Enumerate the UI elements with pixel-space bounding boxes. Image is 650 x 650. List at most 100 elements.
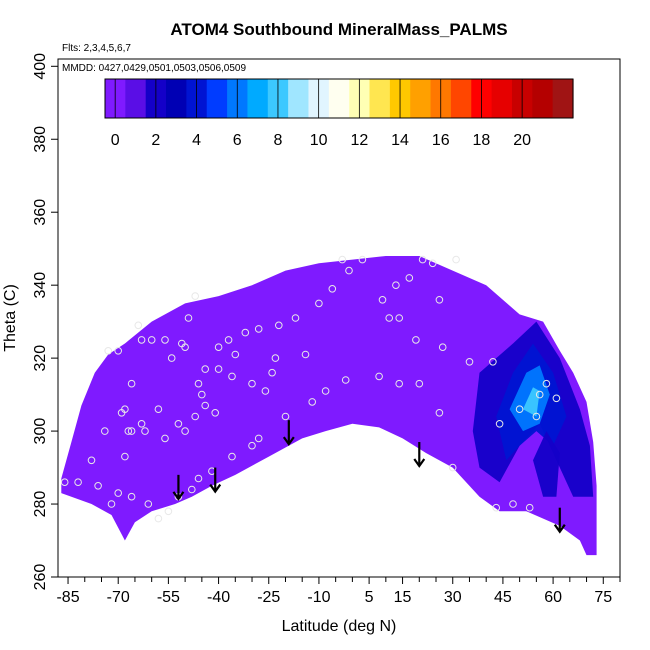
flight-arrow xyxy=(413,442,426,468)
y-tick-label: 260 xyxy=(32,564,49,591)
y-axis: 260 280 300 320 340 360 380 400 xyxy=(32,53,58,591)
colorbar-tick-label: 6 xyxy=(233,132,242,149)
observation-point xyxy=(275,321,283,330)
colorbar-cell xyxy=(206,79,228,118)
observation-point xyxy=(60,478,69,487)
colorbar-tick-label: 12 xyxy=(350,132,368,149)
flight-arrow-head xyxy=(282,436,295,447)
x-tick-label: 60 xyxy=(544,589,562,606)
observation-point xyxy=(154,405,163,414)
observation-point xyxy=(378,296,387,304)
colorbar-cell xyxy=(450,79,472,118)
heatmap-plume-region-4 xyxy=(533,431,560,497)
observation-point xyxy=(188,485,196,494)
observation-point xyxy=(211,409,219,417)
observation-point xyxy=(495,420,504,428)
x-tick-label: -70 xyxy=(107,589,130,606)
flight-arrow xyxy=(172,474,185,501)
observation-point xyxy=(167,354,176,362)
colorbar-frame xyxy=(104,78,574,119)
observation-point xyxy=(448,463,457,472)
observation-point xyxy=(435,409,444,417)
observation-point xyxy=(124,427,133,435)
observation-point xyxy=(198,390,206,399)
observation-point xyxy=(184,314,193,322)
observation-point xyxy=(127,492,136,501)
flight-arrow xyxy=(553,507,566,534)
heatmap-field xyxy=(61,256,597,556)
observation-point xyxy=(137,336,146,344)
observation-point xyxy=(412,336,420,344)
observation-point xyxy=(191,412,199,421)
observation-point xyxy=(194,474,203,483)
observation-point xyxy=(328,285,337,293)
colorbar-tick-label: 14 xyxy=(391,132,409,149)
x-tick-label: -85 xyxy=(56,589,79,606)
observation-point xyxy=(114,347,122,355)
chart-flights-label: Flts: 2,3,4,5,6,7 xyxy=(62,43,131,54)
colorbar-cells xyxy=(105,79,574,118)
observation-point xyxy=(254,434,263,443)
observation-point xyxy=(395,379,404,388)
heatmap-field-region xyxy=(61,256,597,556)
observation-point xyxy=(174,420,183,428)
y-tick-label: 400 xyxy=(32,53,49,80)
x-tick-label: -10 xyxy=(307,589,330,606)
observation-point xyxy=(418,255,427,264)
observation-point xyxy=(509,500,517,508)
colorbar-cell xyxy=(288,79,310,118)
colorbar-tick-label: 16 xyxy=(432,132,450,149)
observation-point xyxy=(452,255,460,264)
observation-point xyxy=(261,387,270,395)
x-axis-label: Latitude (deg N) xyxy=(282,618,397,635)
observation-point xyxy=(415,379,424,388)
colorbar-ticks: 0 2 4 6 8 10 12 14 16 18 20 xyxy=(111,79,531,149)
observation-point xyxy=(161,434,169,443)
flight-arrows xyxy=(172,420,566,534)
observation-point xyxy=(308,398,317,406)
observation-point xyxy=(127,379,136,388)
observation-point xyxy=(535,390,544,399)
observation-point xyxy=(281,412,290,421)
x-tick-label: 45 xyxy=(494,589,512,606)
flight-arrow-head xyxy=(413,458,426,468)
observation-points xyxy=(60,255,561,523)
observation-point xyxy=(315,299,323,308)
chart-dates-label: MMDD: 0427,0429,0501,0503,0506,0509 xyxy=(62,63,246,74)
observation-point xyxy=(392,281,400,290)
y-tick-label: 360 xyxy=(32,199,49,226)
flight-arrow-head xyxy=(209,483,222,494)
observation-point xyxy=(385,314,394,322)
observation-point xyxy=(301,350,310,359)
x-tick-label: 30 xyxy=(444,589,462,606)
colorbar-tick-label: 10 xyxy=(310,132,328,149)
x-axis: -85 -70 -55 -40 -25 -10 5 15 30 45 60 75 xyxy=(56,577,621,606)
y-tick-label: 300 xyxy=(32,418,49,445)
observation-point xyxy=(87,456,96,465)
colorbar-tick-label: 18 xyxy=(473,132,491,149)
x-tick-label: -55 xyxy=(157,589,180,606)
observation-point xyxy=(121,405,129,414)
observation-point xyxy=(231,350,240,359)
observation-point xyxy=(515,405,524,414)
observation-point xyxy=(268,368,276,377)
observation-point xyxy=(144,500,153,508)
observation-point xyxy=(141,427,149,435)
observation-point xyxy=(341,376,350,384)
colorbar-cell xyxy=(166,79,187,118)
observation-point xyxy=(104,347,112,355)
observation-point xyxy=(291,314,300,322)
observation-point xyxy=(224,336,233,344)
observation-point xyxy=(101,427,109,435)
observation-point xyxy=(438,343,447,352)
colorbar-cell xyxy=(369,79,391,118)
colorbar-cell xyxy=(410,79,432,118)
observation-point xyxy=(338,255,347,264)
plot-frame xyxy=(57,58,621,578)
flight-arrow xyxy=(282,420,295,447)
colorbar-tick-label: 20 xyxy=(513,132,531,149)
x-tick-label: 15 xyxy=(394,589,412,606)
observation-point xyxy=(181,343,189,352)
colorbar-cell xyxy=(247,79,269,118)
observation-point xyxy=(248,441,256,450)
